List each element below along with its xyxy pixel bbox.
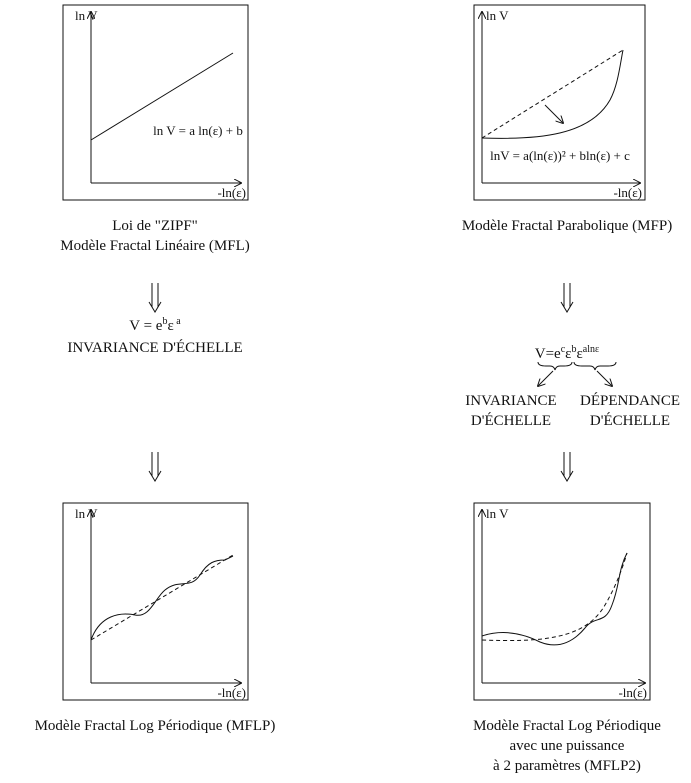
invariance-label: D'ÉCHELLE [471,412,551,429]
curve [481,49,624,139]
formula-part: ε [565,346,571,362]
formula-meaning: INVARIANCE D'ÉCHELLE [67,339,242,356]
arrow [596,370,612,386]
formula: V = ebε a [129,316,181,334]
curve [90,52,234,141]
caption: avec une puissance [510,738,625,754]
caption: Modèle Fractal Parabolique (MFP) [462,218,672,234]
panel-frame [62,4,249,201]
formula-sup: c [561,344,566,355]
x-label: -ln(ε) [618,685,647,700]
caption: Modèle Fractal Linéaire (MFL) [60,238,250,254]
implies-arrow [560,283,574,313]
dependance-label: D'ÉCHELLE [590,412,670,429]
caption: Modèle Fractal Log Périodique [473,718,661,734]
formula-sup: b [571,344,576,355]
y-label: ln V [75,506,98,521]
x-label: -ln(ε) [613,185,642,200]
formula-part: V=e [535,346,561,362]
x-label: -ln(ε) [217,185,246,200]
curve [481,552,628,646]
equation: ln V = a ln(ε) + b [153,123,243,138]
dependance-label: DÉPENDANCE [580,392,680,409]
formula-sup: a [174,316,182,327]
formula-part: ε [167,318,173,334]
y-label: ln V [486,8,509,23]
formula-part: V = e [129,318,163,334]
x-label: -ln(ε) [217,685,246,700]
panel-frame [473,502,651,701]
caption: Modèle Fractal Log Périodique (MFLP) [35,718,276,734]
panel-parabolic: ln V -ln(ε) lnV = a(ln(ε))² + bln(ε) + c [473,4,646,201]
brace [537,361,573,371]
curve [90,555,234,641]
y-label: ln V [75,8,98,23]
implies-arrow [560,452,574,482]
formula-sup: b [162,316,167,327]
arrow [538,370,554,386]
panel-log-periodic-2: ln V -ln(ε) [473,502,651,701]
formula-sup: alnε [583,344,599,355]
implies-arrow [148,452,162,482]
panel-frame [473,4,646,201]
caption: Loi de "ZIPF" [112,218,198,234]
brace [573,361,617,371]
caption: à 2 paramètres (MFLP2) [493,758,641,774]
panel-log-periodic: ln V -ln(ε) [62,502,249,701]
formula-part: ε [576,346,582,362]
equation: lnV = a(ln(ε))² + bln(ε) + c [490,148,630,163]
invariance-label: INVARIANCE [465,393,556,409]
implies-arrow [148,283,162,313]
arrow [544,104,563,123]
y-label: ln V [486,506,509,521]
panel-linear: ln V -ln(ε) ln V = a ln(ε) + b [62,4,249,201]
formula: V=ecεbεalnε [535,344,599,362]
